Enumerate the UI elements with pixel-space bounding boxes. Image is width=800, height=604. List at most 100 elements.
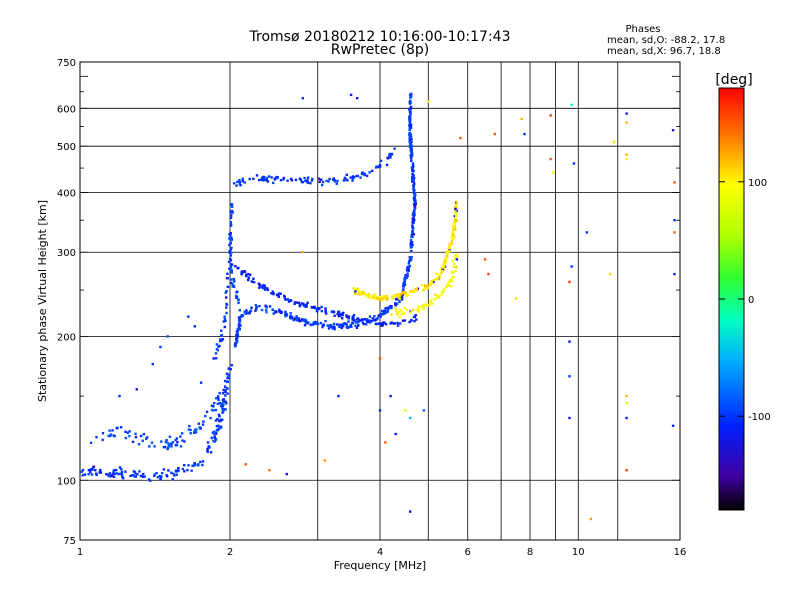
y-tick-label: 100: [57, 476, 76, 487]
data-point: [173, 474, 176, 477]
data-point: [394, 432, 397, 436]
data-point: [411, 178, 415, 181]
data-point: [424, 285, 427, 288]
data-point: [570, 265, 573, 268]
data-point: [147, 478, 151, 481]
data-point: [357, 323, 360, 326]
data-point: [213, 440, 217, 443]
data-point: [306, 301, 309, 304]
data-point: [124, 430, 127, 433]
data-point: [408, 320, 411, 324]
data-point: [238, 182, 241, 185]
data-point: [409, 124, 412, 127]
data-point: [98, 471, 101, 474]
data-point: [426, 286, 429, 290]
data-point: [459, 136, 462, 140]
data-point: [159, 478, 162, 481]
data-point: [383, 312, 386, 315]
data-point: [250, 280, 253, 283]
data-point: [90, 473, 94, 476]
data-point: [221, 418, 224, 422]
data-point: [345, 173, 348, 176]
data-point: [232, 277, 236, 281]
data-point: [335, 182, 338, 185]
data-point: [218, 414, 221, 418]
data-point: [112, 475, 116, 478]
data-point: [379, 165, 382, 168]
data-point: [137, 443, 141, 446]
data-point: [356, 320, 359, 323]
data-point: [371, 169, 374, 173]
data-point: [442, 290, 445, 293]
data-point: [570, 103, 573, 107]
data-point: [207, 445, 210, 448]
data-point: [209, 451, 213, 454]
data-point: [230, 214, 233, 217]
data-point: [108, 429, 111, 432]
data-point: [454, 205, 457, 208]
data-point: [420, 284, 424, 287]
data-point: [625, 153, 628, 156]
data-point: [441, 270, 444, 273]
data-point: [264, 308, 268, 312]
data-point: [673, 231, 676, 234]
data-point: [230, 203, 233, 206]
data-point: [385, 295, 388, 298]
data-point: [238, 309, 241, 312]
data-point: [293, 317, 297, 320]
data-point: [231, 211, 234, 214]
data-point: [336, 313, 339, 316]
data-point: [311, 177, 314, 181]
data-point: [434, 293, 437, 297]
data-point: [206, 450, 209, 453]
data-point: [453, 262, 456, 265]
data-point: [150, 441, 154, 444]
data-point: [240, 314, 243, 317]
data-point: [216, 349, 219, 352]
data-point: [448, 278, 452, 282]
data-point: [209, 416, 212, 420]
data-point: [284, 310, 287, 314]
data-point: [272, 292, 275, 295]
data-point: [451, 279, 454, 282]
data-point: [375, 165, 378, 168]
data-point: [453, 221, 456, 224]
data-point: [455, 209, 458, 212]
data-point: [213, 431, 216, 435]
data-point: [303, 318, 307, 321]
data-point: [430, 298, 433, 302]
data-point: [284, 298, 287, 301]
data-point: [162, 446, 165, 449]
data-point: [447, 283, 450, 286]
data-point: [312, 306, 316, 309]
data-point: [447, 250, 451, 253]
data-point: [279, 292, 282, 295]
data-point: [226, 375, 230, 378]
data-point: [297, 301, 300, 305]
data-point: [310, 323, 313, 326]
data-point: [408, 264, 412, 268]
data-point: [454, 269, 457, 273]
data-point: [350, 325, 353, 328]
data-point: [83, 473, 87, 476]
data-point: [364, 323, 368, 326]
data-point: [368, 292, 371, 296]
data-point: [445, 250, 448, 254]
data-point: [302, 302, 305, 306]
axes: 1 2 4 6 8 10 16 75 100 200 300 400 500 600 750: [57, 58, 686, 558]
data-point: [450, 235, 453, 238]
data-point: [430, 280, 433, 283]
data-point: [403, 283, 407, 286]
data-point: [337, 394, 340, 398]
data-point: [278, 308, 281, 311]
data-point: [442, 267, 445, 270]
data-point: [625, 394, 628, 398]
data-point: [111, 429, 114, 432]
data-point: [380, 324, 383, 327]
data-point: [306, 176, 310, 179]
data-point: [160, 472, 164, 475]
data-point: [349, 93, 353, 97]
data-point: [201, 460, 205, 463]
data-point: [148, 445, 151, 448]
data-point: [95, 436, 98, 439]
